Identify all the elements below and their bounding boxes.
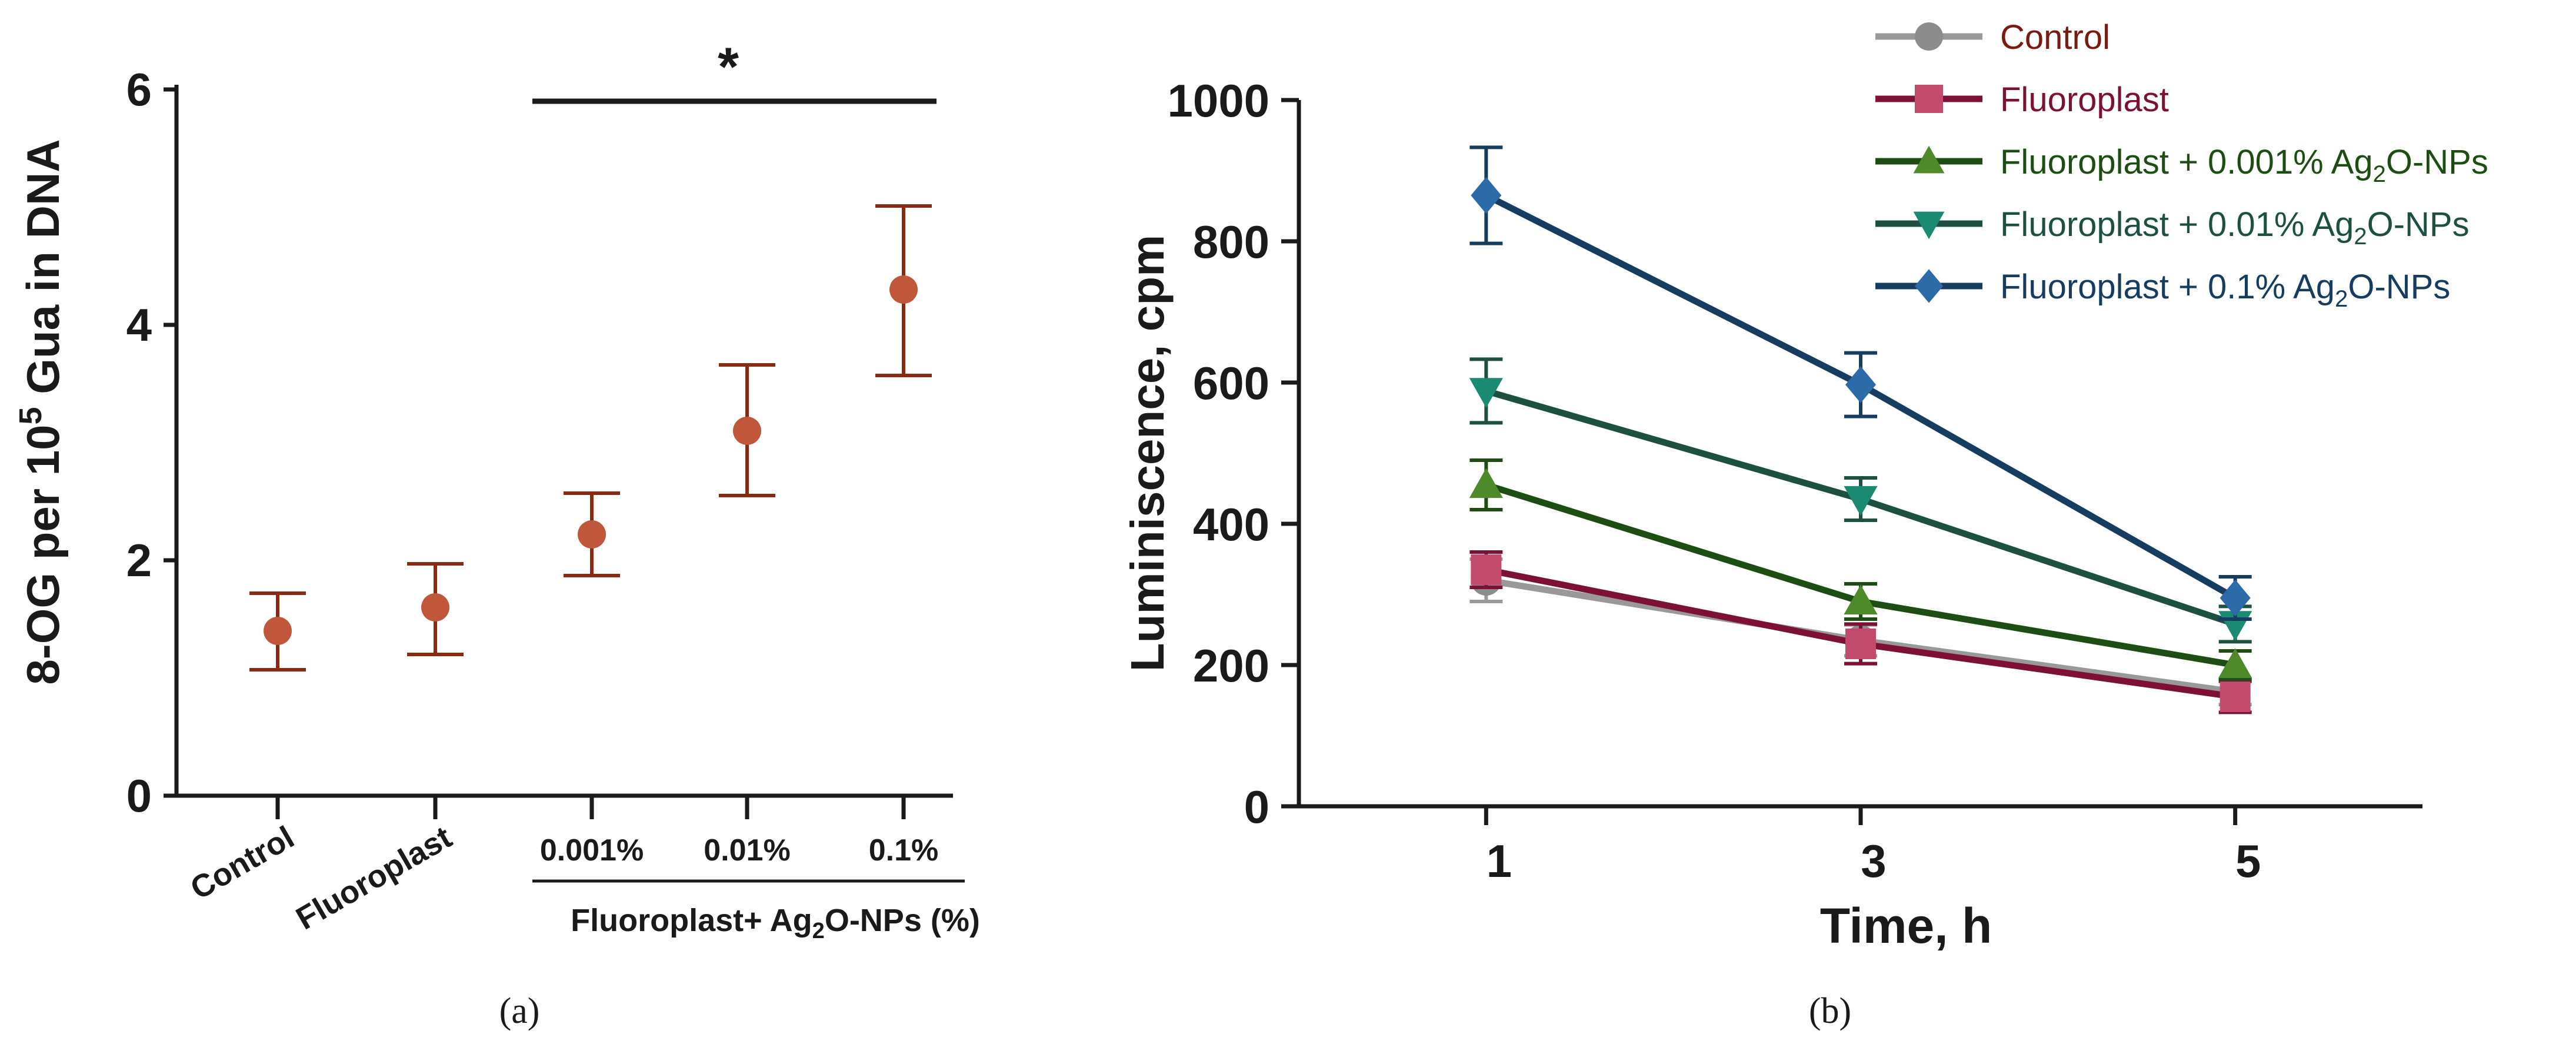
panel-a-y-tick-label: 6 [126, 64, 152, 115]
panel-b-y-tick-label: 0 [1244, 781, 1269, 833]
panel-b-marks [1469, 145, 2252, 714]
panel-a-x-tick-label: 0.01% [704, 833, 790, 867]
panel-b-y-tick-label: 600 [1193, 357, 1269, 409]
panel-a-y-tick-label: 4 [126, 299, 152, 351]
panel-a-x-tick-label: 0.1% [869, 833, 939, 867]
legend-swatch-marker [1913, 211, 1945, 240]
panel-a-data-point [733, 417, 761, 445]
legend-label: Fluoroplast + 0.01% Ag2O-NPs [2000, 205, 2470, 250]
panel-a-significance-star: * [718, 37, 739, 97]
panel-b-y-tick-label: 200 [1193, 640, 1269, 692]
panel-b-legend: Control Fluoroplast Fluoroplast + 0.001% A… [1875, 18, 2488, 312]
legend-swatch-marker [1915, 85, 1943, 113]
panel-b-x-tick-label: 5 [2235, 835, 2261, 887]
panel-a-y-tick-label: 2 [126, 534, 152, 586]
panel-a-marks [249, 204, 932, 819]
legend-label: Control [2000, 18, 2110, 56]
panel-a-y-axis-title: 8-OG per 105 Gua in DNA [13, 139, 69, 684]
panel-b-y-ticks: 0 200 400 600 800 1000 [1167, 75, 1299, 833]
panel-b-data-point [2218, 648, 2252, 679]
panel-a-y-ticks: 0 2 4 6 [126, 64, 176, 822]
panel-b-y-axis-title: Luminiscence, cpm [1121, 235, 1174, 672]
panel-a-y-tick-label: 0 [126, 770, 152, 822]
panel-a-group-label: Fluoroplast+ Ag2O-NPs (%) [571, 903, 980, 943]
panel-b-x-tick-label: 1 [1487, 835, 1512, 887]
panel-a-x-tick-label: Control [185, 819, 300, 906]
legend-label: Fluoroplast [2000, 81, 2169, 119]
panel-b-data-point [1469, 378, 1503, 408]
panel-a-axes [174, 85, 965, 883]
panel-b-label: (b) [1809, 991, 1851, 1031]
panel-b-y-tick-label: 400 [1193, 498, 1269, 550]
panel-b-data-point [1844, 584, 1878, 615]
panel-b-data-point [1845, 629, 1876, 659]
legend-swatch-marker [1913, 145, 1945, 174]
panel-b-data-point [1471, 177, 1502, 214]
panel-b-y-tick-label: 800 [1193, 216, 1269, 268]
panel-a-data-point [264, 617, 292, 645]
panel-a-label: (a) [499, 991, 540, 1031]
panel-b-data-point [1845, 366, 1876, 403]
panel-b-data-point [2220, 682, 2251, 712]
panel-a-x-tick-label: Fluoroplast [290, 819, 458, 936]
legend-label: Fluoroplast + 0.001% Ag2O-NPs [2000, 143, 2488, 187]
panel-b-x-axis-title: Time, h [1820, 898, 1992, 953]
panel-b-x-ticks: 1 3 5 [1484, 806, 2261, 887]
panel-b-y-tick-label: 1000 [1167, 75, 1269, 127]
panel-a-x-tick-label: 0.001% [540, 833, 644, 867]
legend-label: Fluoroplast + 0.1% Ag2O-NPs [2000, 268, 2450, 312]
panel-b-data-point [1471, 554, 1502, 585]
panel-a-data-point [889, 275, 918, 304]
panel-b-data-point [2220, 579, 2251, 617]
panel-b-data-point [1844, 486, 1878, 516]
chart-panel-b: 0 200 400 600 800 1000 1 3 5 Control Fluoroplast… [1121, 18, 2488, 1031]
panel-a-data-point [578, 520, 606, 549]
panel-b-x-tick-label: 3 [1861, 835, 1886, 887]
legend-swatch-marker [1915, 269, 1943, 303]
panel-b-data-point [1469, 468, 1503, 498]
panel-a-data-point [421, 593, 449, 621]
legend-swatch-marker [1915, 22, 1943, 51]
